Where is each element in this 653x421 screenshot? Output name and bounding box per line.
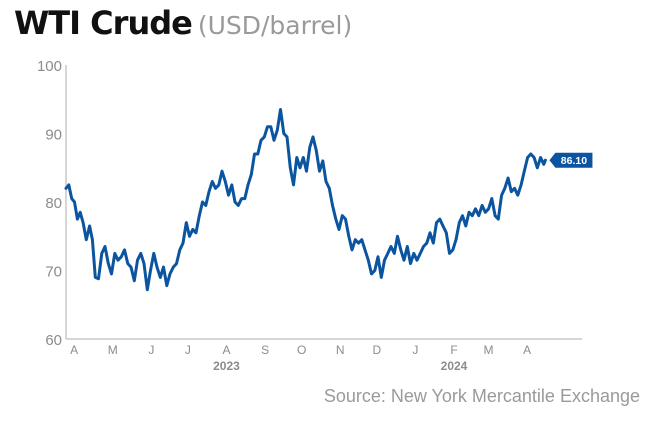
y-tick-label: 70 <box>45 264 62 281</box>
y-tick-label: 80 <box>45 195 62 212</box>
x-tick-label: J <box>185 343 191 357</box>
x-tick-label: J <box>412 343 418 357</box>
x-year-label: 2023 <box>213 359 240 373</box>
x-year-label: 2024 <box>441 359 468 373</box>
price-line <box>64 108 547 292</box>
x-tick-label: A <box>70 343 78 357</box>
x-tick-label: N <box>336 343 345 357</box>
x-tick-label: O <box>297 343 306 357</box>
last-value-label: 86.10 <box>561 155 587 167</box>
y-tick-label: 60 <box>45 332 62 349</box>
y-tick-label: 100 <box>37 58 62 75</box>
x-tick-label: J <box>148 343 154 357</box>
x-tick-label: S <box>261 343 269 357</box>
x-tick-label: D <box>372 343 381 357</box>
chart-title: WTI Crude <box>14 4 193 42</box>
x-tick-label: F <box>450 343 457 357</box>
x-tick-label: M <box>108 343 118 357</box>
chart-subtitle: (USD/barrel) <box>197 11 353 40</box>
last-value-badge <box>549 152 593 168</box>
source-note: Source: New York Mercantile Exchange <box>323 386 640 406</box>
y-tick-label: 90 <box>45 127 62 144</box>
x-tick-label: A <box>523 343 531 357</box>
x-tick-label: A <box>222 343 230 357</box>
chart-title-group: WTI Crude (USD/barrel) <box>14 4 352 42</box>
x-tick-label: M <box>484 343 494 357</box>
